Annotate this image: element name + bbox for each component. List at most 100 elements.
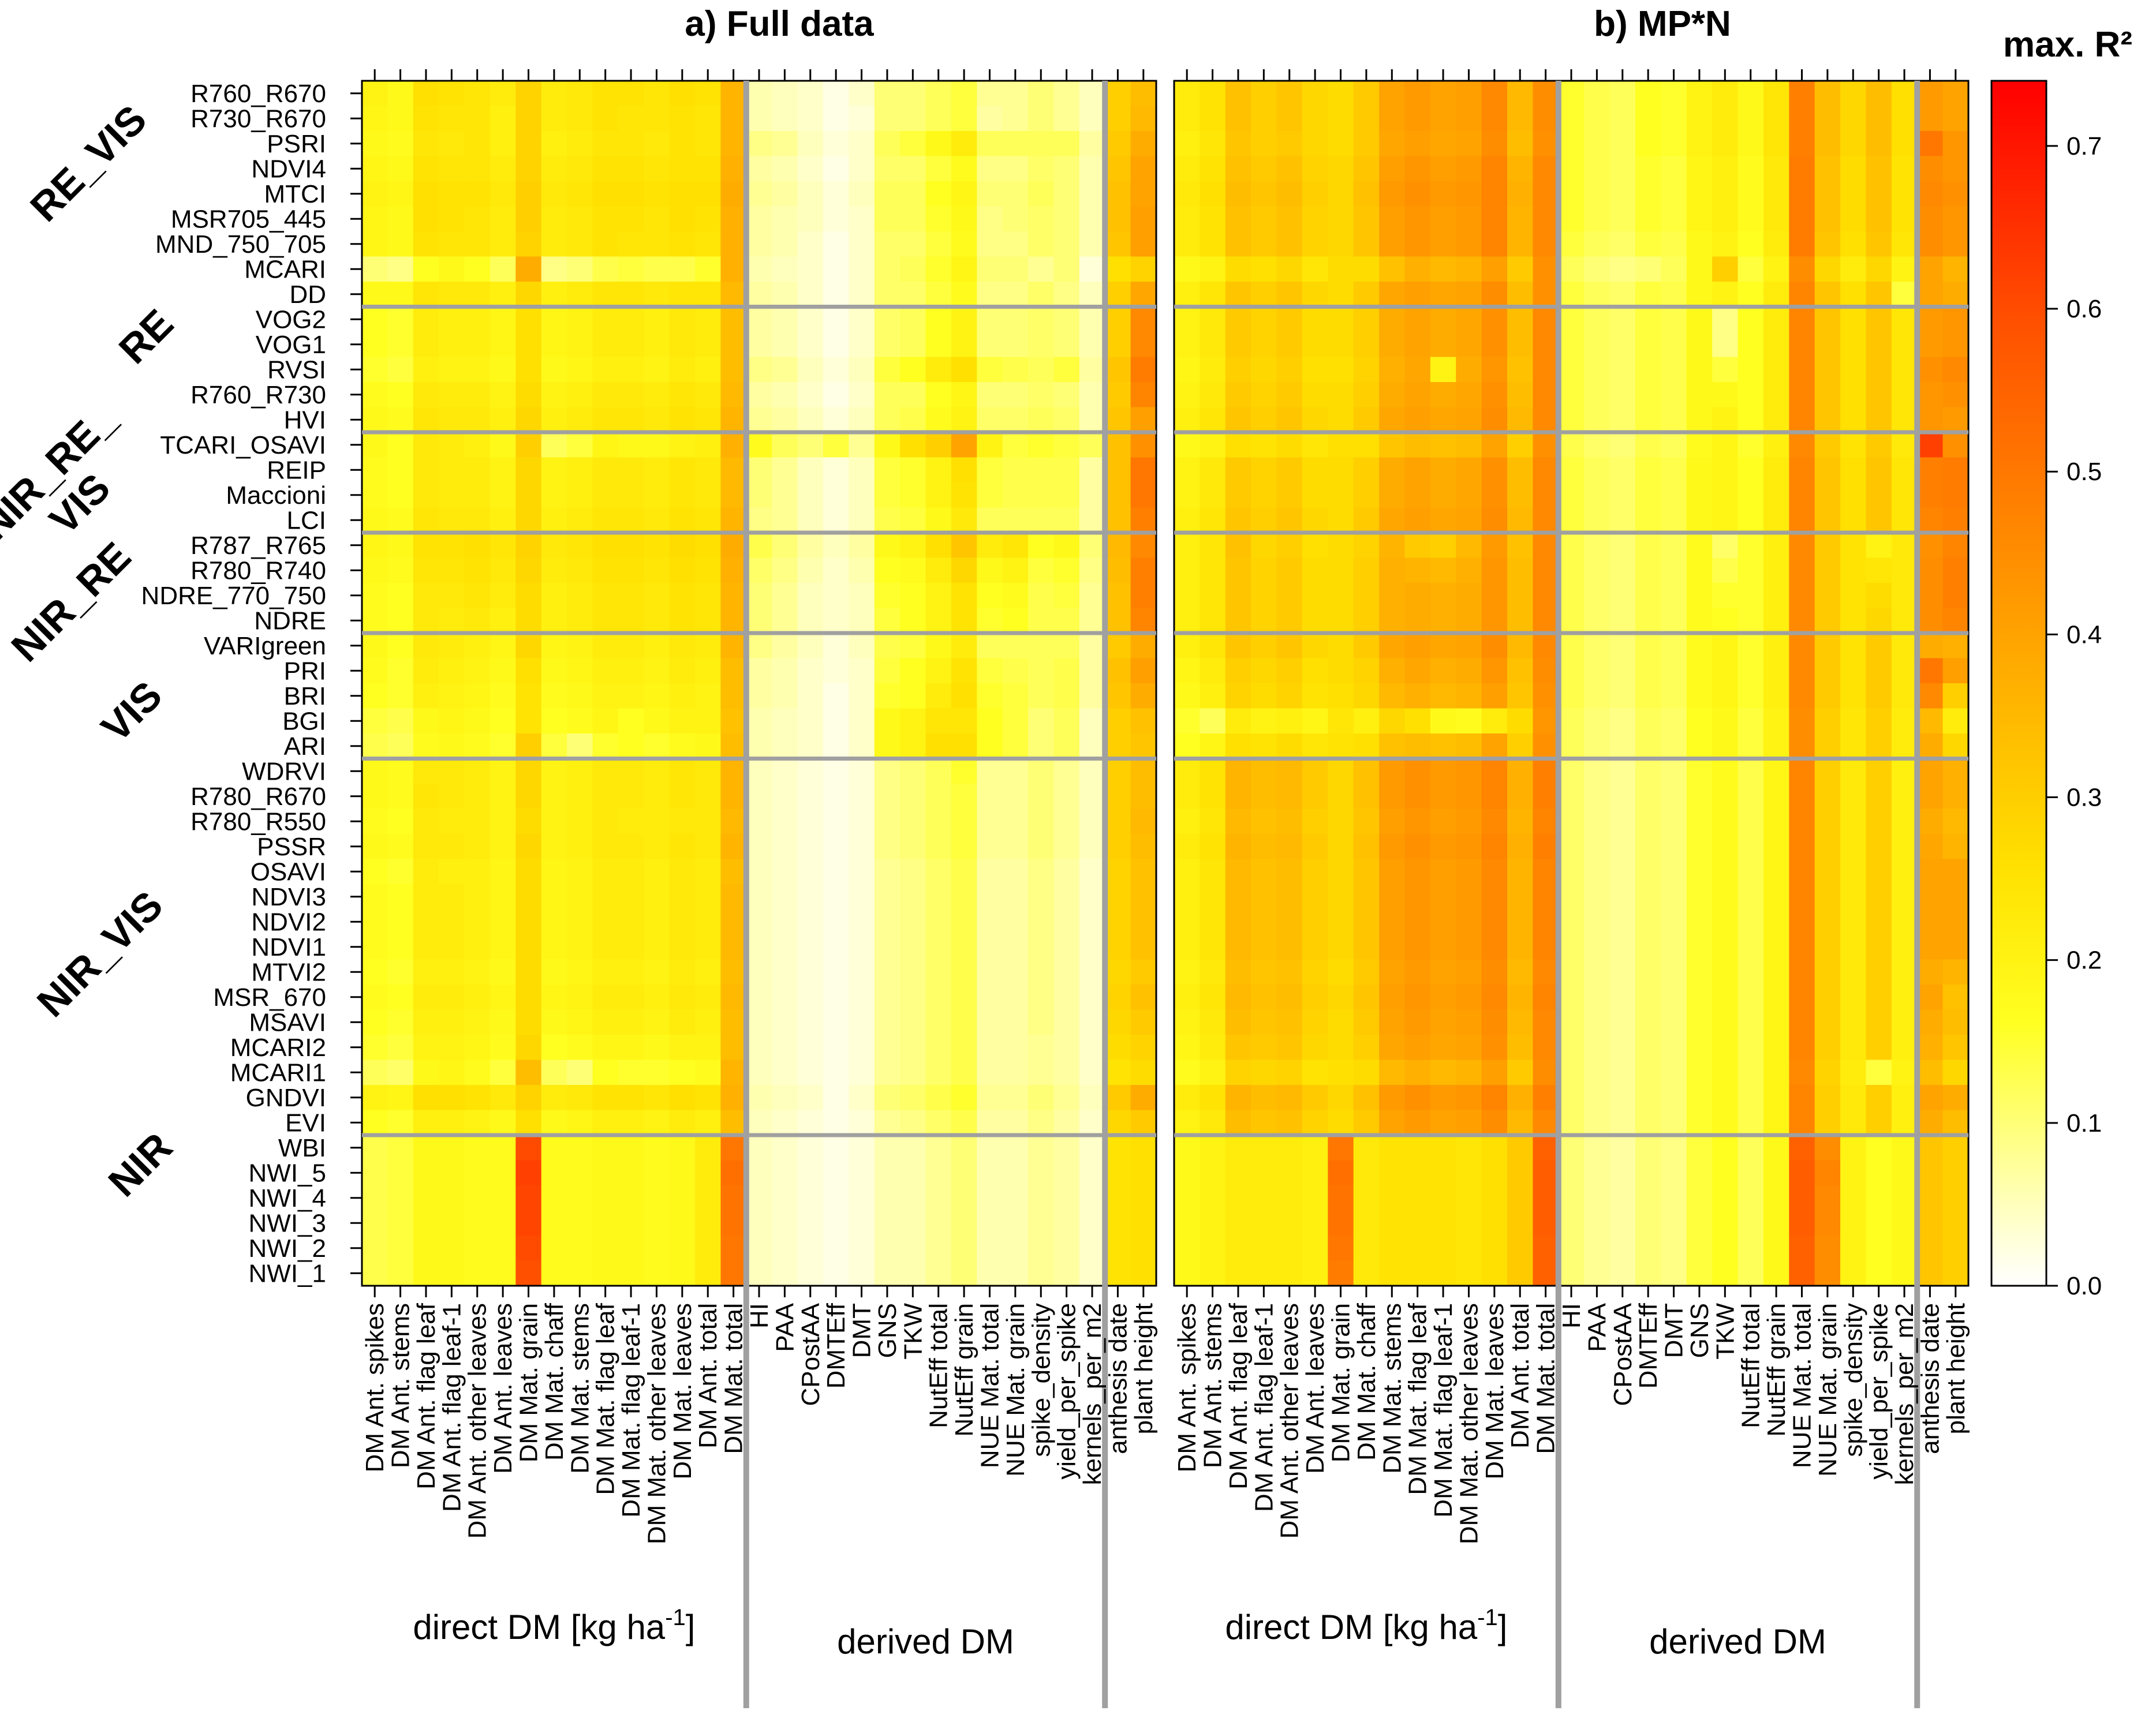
heatmap-cell [874, 1160, 900, 1186]
heatmap-cell [541, 1110, 567, 1136]
heatmap-cell [1533, 884, 1559, 910]
heatmap-cell [387, 909, 414, 935]
heatmap-cell [874, 533, 900, 559]
heatmap-cell [1105, 959, 1131, 985]
heatmap-cell [1635, 1210, 1661, 1236]
heatmap-cell [618, 708, 644, 734]
heatmap-cell [1353, 959, 1380, 985]
heatmap-cell [592, 1060, 619, 1086]
heatmap-cell [1105, 809, 1131, 834]
heatmap-cell [413, 608, 439, 634]
heatmap-cell [695, 809, 722, 834]
heatmap-cell [644, 1185, 670, 1211]
heatmap-cell [1225, 457, 1251, 483]
heatmap-cell [515, 1110, 542, 1136]
heatmap-cell [1276, 432, 1303, 458]
heatmap-cell [1891, 106, 1918, 132]
heatmap-cell [1763, 909, 1789, 935]
heatmap-cell [1558, 959, 1585, 985]
heatmap-cell [1533, 834, 1559, 860]
heatmap-cell [1456, 332, 1482, 358]
heatmap-cell [1353, 683, 1380, 709]
column-tick-label: CPostAA [1609, 1302, 1637, 1406]
heatmap-cell [695, 357, 722, 383]
heatmap-cell [413, 658, 439, 684]
heatmap-cell [541, 533, 567, 559]
heatmap-cell [977, 633, 1003, 659]
heatmap-cell [772, 884, 798, 910]
heatmap-cell [669, 1060, 696, 1086]
heatmap-cell [1456, 959, 1482, 985]
heatmap-cell [1002, 557, 1029, 583]
heatmap-cell [925, 482, 952, 508]
heatmap-cell [1028, 1210, 1055, 1236]
heatmap-cell [490, 282, 516, 308]
heatmap-cell [1789, 482, 1815, 508]
heatmap-cell [1635, 859, 1661, 885]
heatmap-cell [1942, 282, 1969, 308]
heatmap-cell [1584, 282, 1611, 308]
heatmap-cell [1891, 959, 1918, 985]
heatmap-cell [362, 557, 388, 583]
heatmap-cell [1917, 407, 1944, 433]
heatmap-cell [1105, 306, 1131, 332]
heatmap-cell [1302, 934, 1328, 960]
heatmap-cell [900, 457, 926, 483]
heatmap-cell [1225, 784, 1251, 810]
heatmap-cell [823, 758, 849, 784]
heatmap-cell [1917, 1085, 1944, 1111]
heatmap-cell [1481, 282, 1508, 308]
heatmap-cell [1002, 934, 1029, 960]
heatmap-cell [362, 106, 388, 132]
heatmap-cell [925, 1185, 952, 1211]
heatmap-cell [1686, 106, 1713, 132]
heatmap-cell [1105, 106, 1131, 132]
heatmap-cell [1174, 985, 1200, 1010]
heatmap-cell [1533, 533, 1559, 559]
heatmap-cell [1200, 533, 1226, 559]
heatmap-cell [1456, 985, 1482, 1010]
heatmap-cell [1251, 482, 1277, 508]
heatmap-cell [1789, 658, 1815, 684]
heatmap-cell [1053, 81, 1080, 107]
heatmap-cell [1789, 1135, 1815, 1161]
heatmap-cell [1328, 457, 1354, 483]
heatmap-cell [1507, 457, 1534, 483]
heatmap-cell [669, 1185, 696, 1211]
column-group-label-text: direct DM [kg ha [1225, 1608, 1477, 1646]
heatmap-cell [1379, 332, 1406, 358]
heatmap-cell [1028, 482, 1055, 508]
heatmap-cell [1053, 884, 1080, 910]
heatmap-cell [669, 784, 696, 810]
heatmap-cell [951, 156, 977, 182]
heatmap-cell [823, 1110, 849, 1136]
heatmap-cell [746, 131, 772, 157]
heatmap-cell [1789, 834, 1815, 860]
heatmap-cell [618, 557, 644, 583]
heatmap-cell [1028, 106, 1055, 132]
heatmap-cell [1840, 1185, 1867, 1211]
heatmap-cell [823, 1135, 849, 1161]
heatmap-cell [849, 1160, 875, 1186]
heatmap-cell [618, 457, 644, 483]
heatmap-cell [797, 608, 824, 634]
heatmap-cell [1661, 1035, 1687, 1061]
heatmap-cell [362, 81, 388, 107]
heatmap-cell [669, 633, 696, 659]
column-tick-label: NutEff grain [950, 1303, 978, 1437]
heatmap-cell [1609, 985, 1636, 1010]
heatmap-cell [1635, 357, 1661, 383]
heatmap-cell [1840, 306, 1867, 332]
heatmap-cell [1584, 1035, 1611, 1061]
heatmap-cell [1814, 332, 1841, 358]
heatmap-cell [464, 407, 491, 433]
heatmap-cell [1174, 683, 1200, 709]
heatmap-cell [1430, 583, 1456, 609]
heatmap-cell [1302, 131, 1328, 157]
heatmap-cell [515, 332, 542, 358]
heatmap-cell [900, 507, 926, 533]
heatmap-cell [1942, 959, 1969, 985]
heatmap-cell [720, 658, 747, 684]
heatmap-cell [1789, 282, 1815, 308]
heatmap-cell [1840, 131, 1867, 157]
